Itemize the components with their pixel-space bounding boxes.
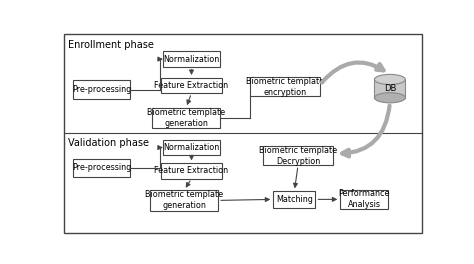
Text: Performance
Analysis: Performance Analysis	[338, 189, 390, 209]
Bar	[73, 159, 130, 177]
Bar	[374, 79, 405, 98]
Bar	[161, 78, 222, 93]
Text: Pre-processing: Pre-processing	[72, 85, 131, 94]
Text: Biometric template
generation: Biometric template generation	[145, 190, 223, 210]
Text: DB: DB	[383, 84, 396, 93]
Bar	[163, 51, 220, 67]
Text: Enrollment phase: Enrollment phase	[68, 40, 155, 50]
FancyArrowPatch shape	[342, 106, 390, 157]
Text: Biometric template
generation: Biometric template generation	[147, 108, 225, 128]
Ellipse shape	[374, 93, 405, 103]
Bar	[273, 191, 316, 208]
Text: Normalization: Normalization	[164, 143, 219, 152]
Ellipse shape	[374, 74, 405, 84]
Text: Normalization: Normalization	[164, 55, 219, 64]
Bar	[263, 146, 333, 165]
Bar	[152, 108, 220, 128]
Text: Matching: Matching	[276, 195, 313, 204]
Text: Feature Extraction: Feature Extraction	[155, 81, 228, 90]
Bar	[73, 81, 130, 99]
Text: Pre-processing: Pre-processing	[72, 163, 131, 172]
Bar	[161, 163, 222, 178]
Text: Validation phase: Validation phase	[68, 138, 149, 148]
Bar	[163, 140, 220, 155]
Text: Biometric template
Decryption: Biometric template Decryption	[259, 146, 337, 166]
Bar	[150, 190, 218, 211]
Bar	[250, 77, 320, 96]
Text: Feature Extraction: Feature Extraction	[155, 166, 228, 175]
Bar	[340, 190, 388, 209]
FancyArrowPatch shape	[322, 63, 383, 82]
Text: Biometric template
encryption: Biometric template encryption	[246, 77, 324, 97]
